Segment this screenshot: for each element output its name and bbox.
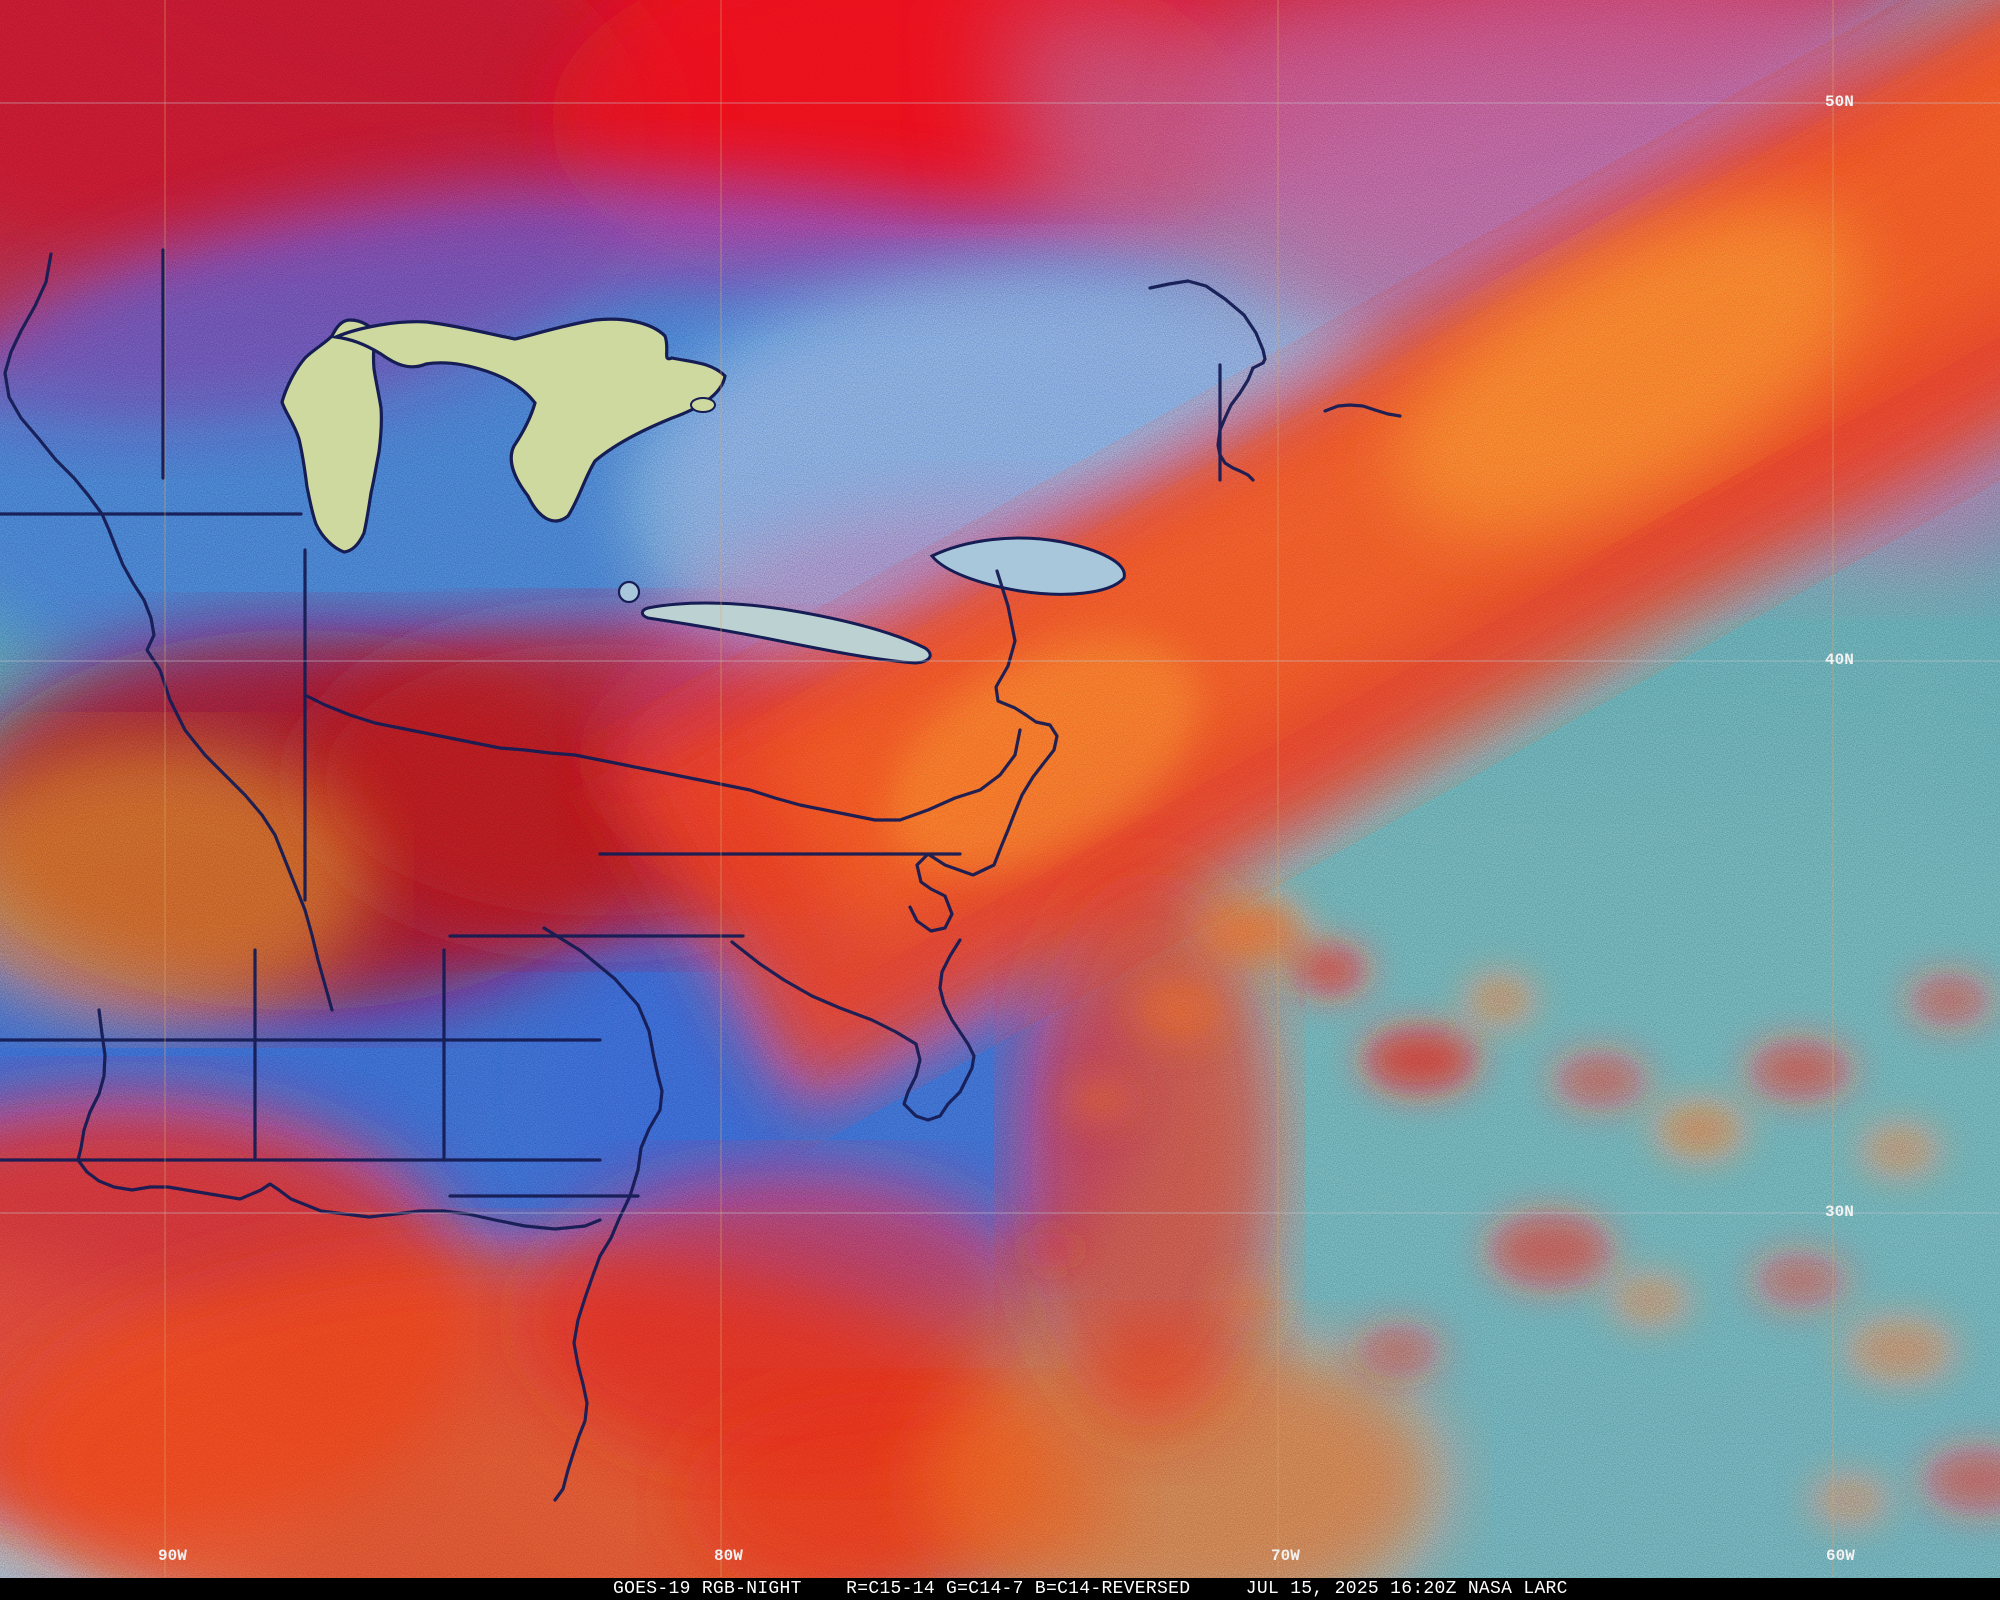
- svg-text:80W: 80W: [714, 1547, 743, 1565]
- svg-text:50N: 50N: [1825, 93, 1854, 111]
- svg-text:30N: 30N: [1825, 1203, 1854, 1221]
- svg-text:70W: 70W: [1271, 1547, 1300, 1565]
- svg-text:40N: 40N: [1825, 651, 1854, 669]
- svg-text:90W: 90W: [158, 1547, 187, 1565]
- svg-text:60W: 60W: [1826, 1547, 1855, 1565]
- svg-text:GOES-19 RGB-NIGHT R=C15-14: GOES-19 RGB-NIGHT R=C15-14 G=C14-7 B=C14…: [613, 1579, 1568, 1599]
